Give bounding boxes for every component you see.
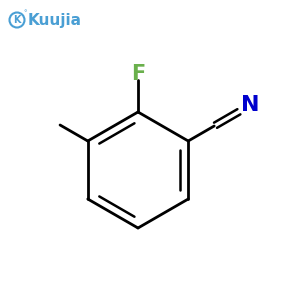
Text: °: ° (24, 11, 27, 16)
Text: K: K (13, 15, 21, 25)
Text: Kuujia: Kuujia (28, 13, 82, 28)
Text: F: F (131, 64, 145, 84)
Text: N: N (241, 95, 260, 115)
